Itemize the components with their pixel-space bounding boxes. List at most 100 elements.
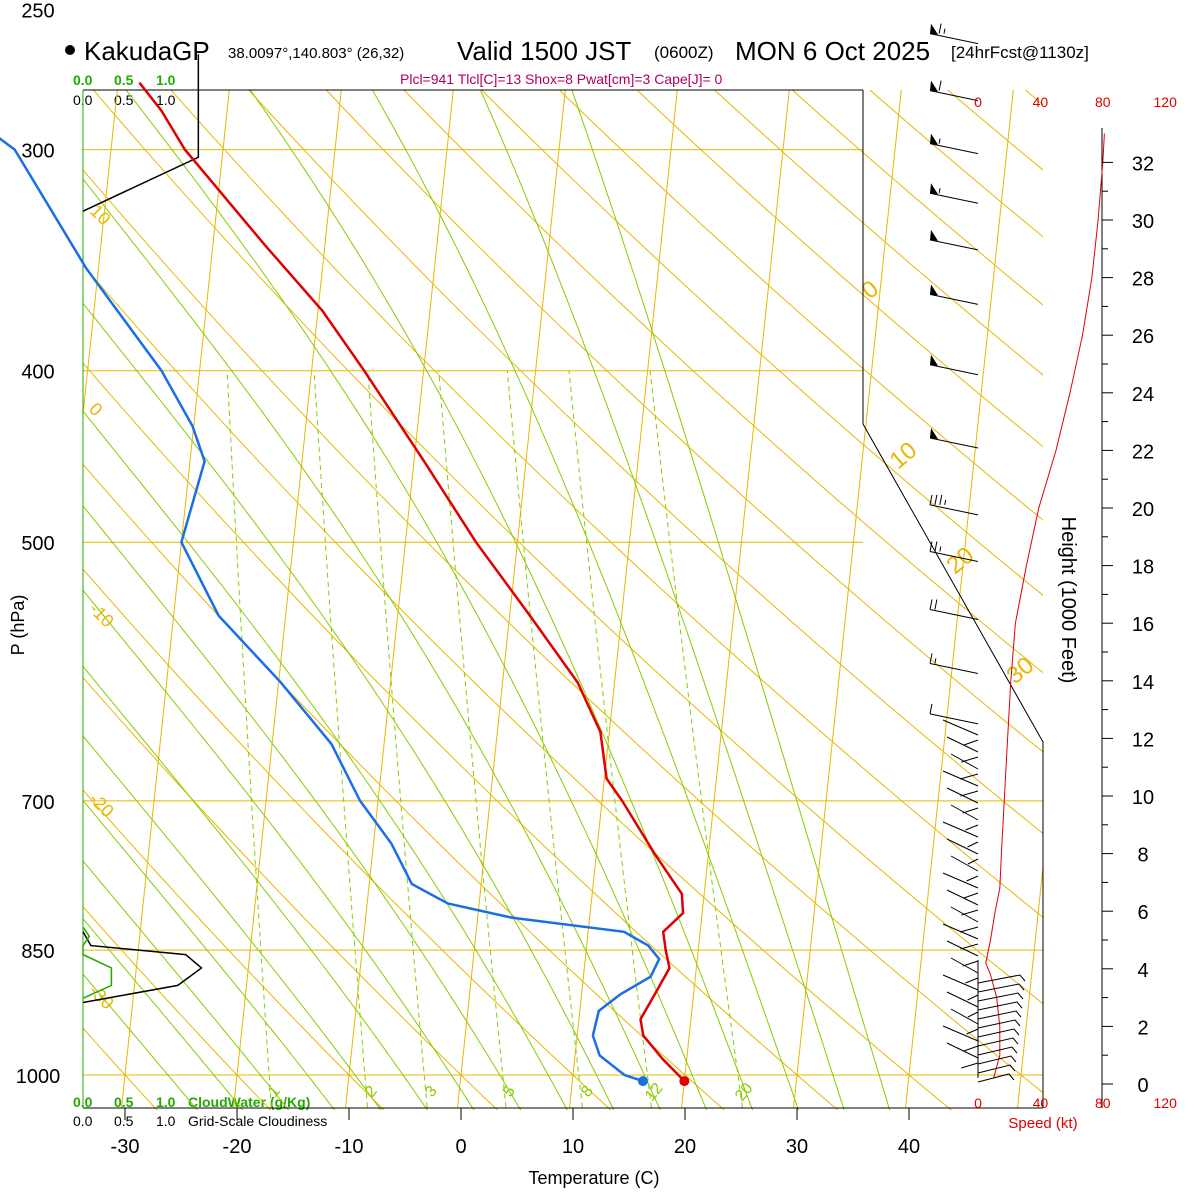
wind-barb — [929, 599, 979, 620]
wind-barb-pennant — [930, 80, 938, 92]
isotherm-label: 0 — [85, 399, 106, 420]
surface-wind-barb — [977, 1064, 1016, 1074]
dry-adiabat-line — [83, 169, 1043, 1094]
height-tick-label: 8 — [1137, 845, 1148, 867]
cloudwater-tick-top: 0.0 — [73, 72, 93, 88]
dry-adiabat-line — [713, 90, 1043, 376]
wind-barb — [929, 284, 979, 305]
station-bullet — [65, 45, 75, 55]
sounding-profiles — [0, 81, 1105, 1087]
cloudiness-tick-bottom: 0.0 — [73, 1113, 93, 1129]
low-wind-barb — [946, 1042, 979, 1059]
cloudwater-profile — [82, 926, 113, 999]
moist-adiabat-line — [83, 799, 336, 1110]
wind-barb — [929, 653, 979, 674]
dry-adiabat-line — [0, 0, 77, 1148]
wind-barb-shaft — [929, 239, 979, 251]
wind-barb-feather — [934, 494, 938, 505]
dry-adiabat-line — [92, 90, 1043, 1005]
dry-adiabat-line — [83, 676, 499, 1110]
wind-barb-half-feather — [934, 658, 937, 664]
moist-adiabat-line — [249, 90, 754, 1110]
height-axis-title: Height (1000 Feet) — [1057, 517, 1079, 684]
isotherm-line — [793, 90, 902, 1109]
low-wind-barb — [942, 923, 979, 940]
isotherm-line — [569, 90, 678, 1109]
wind-barb-feather — [934, 541, 938, 552]
wind-barb-half-feather — [943, 28, 946, 34]
dry-adiabat-line — [83, 789, 385, 1110]
low-wind-barb — [962, 960, 979, 967]
wind-barb — [929, 183, 979, 204]
isotherm-line — [905, 90, 1014, 1109]
speed-tick-top: 120 — [1154, 94, 1178, 110]
speed-tick-bottom: 0 — [974, 1095, 982, 1111]
height-tick-label: 16 — [1132, 614, 1154, 636]
station-coords: 38.0097°,140.803° (26,32) — [228, 45, 404, 62]
surface-wind-barb — [977, 992, 1024, 1002]
speed-tick-top: 80 — [1095, 94, 1111, 110]
moist-adiabat-line — [83, 178, 661, 1110]
wind-barb-shaft — [929, 504, 979, 516]
cloudiness-tick-top: 0.5 — [114, 92, 134, 108]
low-wind-barb — [967, 994, 979, 1001]
dry-adiabat-line — [83, 568, 612, 1110]
dry-adiabat-line — [558, 90, 1043, 521]
pressure-tick-label: 700 — [21, 792, 54, 814]
surface-wind-barb — [977, 983, 1025, 993]
low-wind-barb — [942, 974, 979, 991]
height-tick-label: 20 — [1132, 499, 1154, 521]
mixing-ratio-label: 2 — [362, 1083, 381, 1101]
low-wind-barb — [962, 807, 979, 814]
temperature-tick-label: 0 — [455, 1136, 466, 1158]
mixing-ratio-line — [506, 370, 584, 1110]
moist-adiabat-line — [571, 90, 891, 1110]
pressure-tick-label: 250 — [21, 0, 54, 22]
wind-barb-shaft — [929, 364, 979, 376]
speed-tick-top: 0 — [974, 94, 982, 110]
wind-barb-shaft — [929, 662, 979, 674]
wind-barb-half-feather — [938, 138, 941, 144]
mixing-ratio-line — [313, 370, 369, 1110]
mixing-ratio-label: 20 — [732, 1080, 757, 1105]
dry-adiabat-line — [83, 362, 839, 1110]
pressure-tick-label: 500 — [21, 533, 54, 555]
dry-adiabat-line — [480, 90, 1043, 596]
moist-adiabat-line — [83, 860, 290, 1110]
wind-barb-feather — [929, 541, 933, 552]
cloudwater-tick-top: 1.0 — [156, 72, 176, 88]
wind-barb — [929, 703, 979, 725]
low-wind-barb — [967, 858, 979, 865]
cloudwater-tick-bottom: 1.0 — [156, 1094, 176, 1110]
isotherm-label: -20 — [85, 789, 118, 822]
wind-barb-shaft — [929, 550, 979, 562]
low-wind-barb — [963, 892, 979, 899]
wind-barb-shaft — [929, 33, 979, 45]
low-wind-barb — [946, 736, 979, 753]
temperature-tick-label: 30 — [786, 1136, 808, 1158]
low-wind-barb — [946, 889, 979, 906]
height-tick-label: 0 — [1137, 1075, 1148, 1097]
low-wind-barb — [961, 1062, 979, 1069]
valid-date: MON 6 Oct 2025 — [735, 36, 930, 66]
dry-adiabat-line — [403, 90, 1043, 674]
wind-barb-pennant — [930, 229, 938, 241]
low-wind-barb — [946, 991, 979, 1008]
wind-speed-line — [985, 133, 1105, 1079]
mixing-ratio-line — [649, 370, 744, 1110]
pressure-tick-label: 850 — [21, 941, 54, 963]
height-tick-label: 32 — [1132, 153, 1154, 175]
surface-wind-barb — [977, 1037, 1019, 1047]
low-level-wind-fan — [942, 719, 1026, 1083]
dry-adiabat-line — [636, 90, 1043, 448]
x-axis-title: Temperature (C) — [528, 1168, 659, 1188]
isotherm-line — [121, 90, 230, 1109]
wind-barb-pennant — [930, 23, 938, 35]
wind-barb — [929, 80, 979, 102]
low-wind-barb — [942, 719, 979, 736]
wind-barb-pennant — [930, 183, 938, 195]
moist-adiabat-line — [83, 589, 475, 1110]
temperature-tick-label: -10 — [335, 1136, 364, 1158]
wind-barb-feather — [934, 599, 938, 610]
dry-adiabat-line — [791, 90, 1043, 306]
